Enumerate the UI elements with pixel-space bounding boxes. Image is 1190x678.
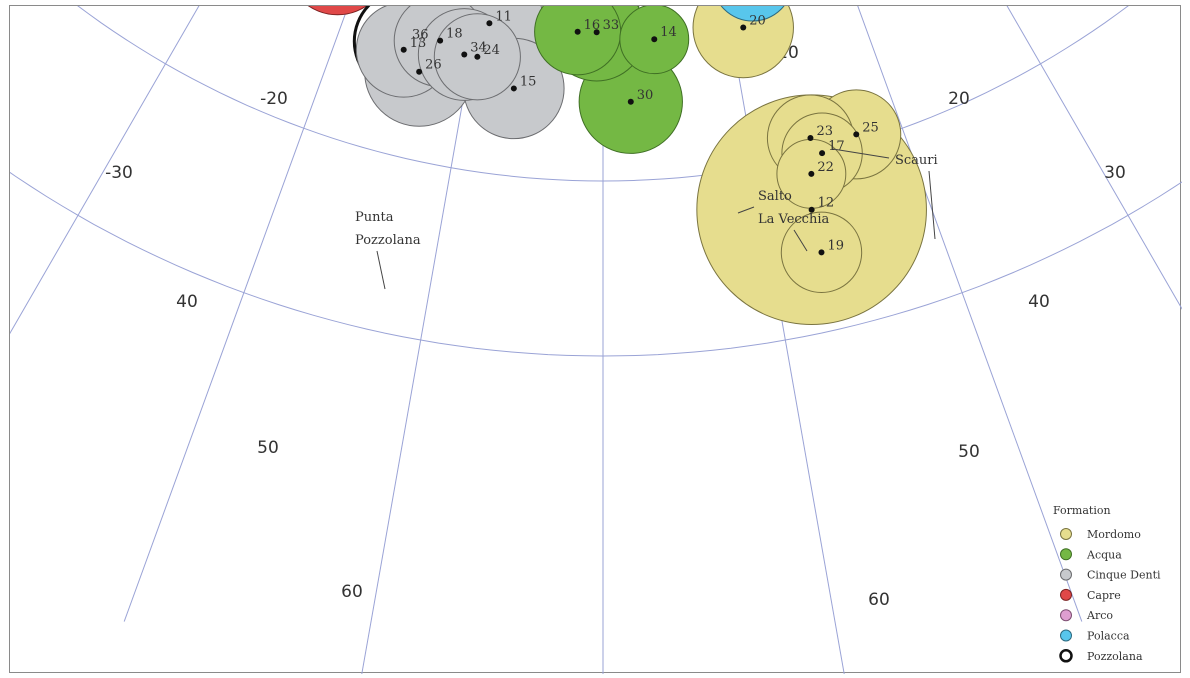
annotation-label: La Vecchia [758, 212, 829, 227]
legend-entry: Arco [1086, 609, 1113, 622]
site-point-17 [819, 150, 826, 157]
legend-swatch [1060, 528, 1072, 540]
legend-title: Formation [1053, 504, 1111, 517]
annotation-label: Salto [758, 189, 792, 204]
radius-tick-label: 50 [958, 442, 980, 462]
grid-spoke--20 [123, 6, 349, 622]
legend-swatch [1060, 609, 1072, 622]
annotation-label: Scauri [895, 153, 938, 168]
polar-grid [10, 6, 1182, 674]
annotation-label: Pozzolana [355, 233, 421, 248]
radius-tick-label: 60 [868, 590, 890, 610]
site-label-20: 20 [749, 13, 766, 28]
site-point-19 [818, 249, 825, 256]
site-label-19: 19 [827, 238, 844, 253]
site-point-22 [808, 170, 815, 177]
annotation-leader [928, 170, 936, 240]
site-label-14: 14 [660, 25, 677, 40]
confidence-circles: 3231361318113424261527211633143037393542… [307, 6, 927, 326]
site-label-16: 16 [584, 18, 601, 33]
site-point-33 [593, 29, 600, 36]
radius-tick-label: 60 [341, 582, 363, 602]
legend-entry: Cinque Denti [1087, 569, 1161, 582]
site-point-14 [651, 36, 658, 43]
site-label-24: 24 [483, 43, 500, 58]
site-label-18: 18 [446, 27, 463, 42]
site-point-23 [807, 135, 814, 142]
site-point-34 [461, 51, 468, 58]
site-point-26 [416, 68, 423, 75]
grid-spoke-30 [1006, 6, 1182, 310]
radius-tick-label: 40 [176, 292, 198, 312]
site-circle-31 [307, 6, 368, 16]
legend-swatch [1060, 629, 1072, 642]
angle-tick-label: 20 [948, 89, 970, 109]
annotation-leader [737, 206, 755, 214]
annotation-leader [376, 250, 386, 290]
legend-swatch [1060, 548, 1072, 561]
site-point-24 [474, 53, 481, 60]
angle-tick-label: -20 [260, 89, 288, 109]
site-label-30: 30 [637, 88, 654, 103]
legend: Formation Mordomo Acqua Cinque Denti Capre Ar… [1053, 504, 1161, 663]
grid-spoke--10 [361, 38, 475, 674]
legend-entry: Mordomo [1087, 528, 1141, 541]
site-point-12 [808, 206, 815, 213]
angle-tick-label: 30 [1104, 163, 1126, 183]
legend-entry: Acqua [1086, 548, 1122, 561]
site-label-22: 22 [817, 160, 834, 175]
site-label-11: 11 [495, 9, 512, 24]
site-label-36: 36 [412, 27, 429, 42]
site-label-12: 12 [818, 196, 835, 211]
site-point-20 [740, 24, 747, 31]
annotations: Punta Pozzolana Salto La Vecchia Scauri [355, 148, 938, 290]
site-circle-20 [692, 6, 794, 79]
site-point-18 [437, 37, 444, 44]
angle-tick-label: -30 [105, 163, 133, 183]
legend-entry: Pozzolana [1087, 650, 1143, 663]
site-label-33: 33 [603, 18, 620, 33]
site-point-11 [486, 20, 493, 27]
site-point-30 [627, 98, 634, 105]
site-point-16 [574, 28, 581, 35]
legend-entry: Polacca [1087, 630, 1130, 643]
radius-tick-label: 40 [1028, 292, 1050, 312]
site-label-17: 17 [828, 139, 845, 154]
site-label-15: 15 [520, 74, 537, 89]
legend-swatch [1060, 568, 1072, 581]
legend-swatch [1060, 588, 1072, 601]
annotation-leader [793, 229, 808, 252]
grid-spoke-20 [857, 6, 1083, 622]
site-label-25: 25 [862, 120, 879, 135]
legend-swatch [1059, 649, 1073, 663]
grid-spoke--30 [10, 6, 200, 335]
site-label-26: 26 [425, 58, 442, 73]
site-label-23: 23 [816, 124, 833, 139]
figure-frame: -30-20-100102030405060405060 32313613181… [9, 5, 1182, 674]
annotation-label: Punta [355, 210, 394, 225]
annotation-leader [832, 148, 890, 159]
site-point-13 [400, 46, 407, 53]
site-circle-35 [720, 6, 785, 22]
radius-tick-label: 50 [257, 438, 279, 458]
site-label-13: 13 [410, 36, 427, 51]
stereonet-plot: -30-20-100102030405060405060 32313613181… [10, 6, 1182, 674]
site-point-15 [510, 85, 517, 92]
site-label-34: 34 [470, 41, 487, 56]
site-point-25 [853, 131, 860, 138]
legend-entry: Capre [1087, 589, 1121, 602]
